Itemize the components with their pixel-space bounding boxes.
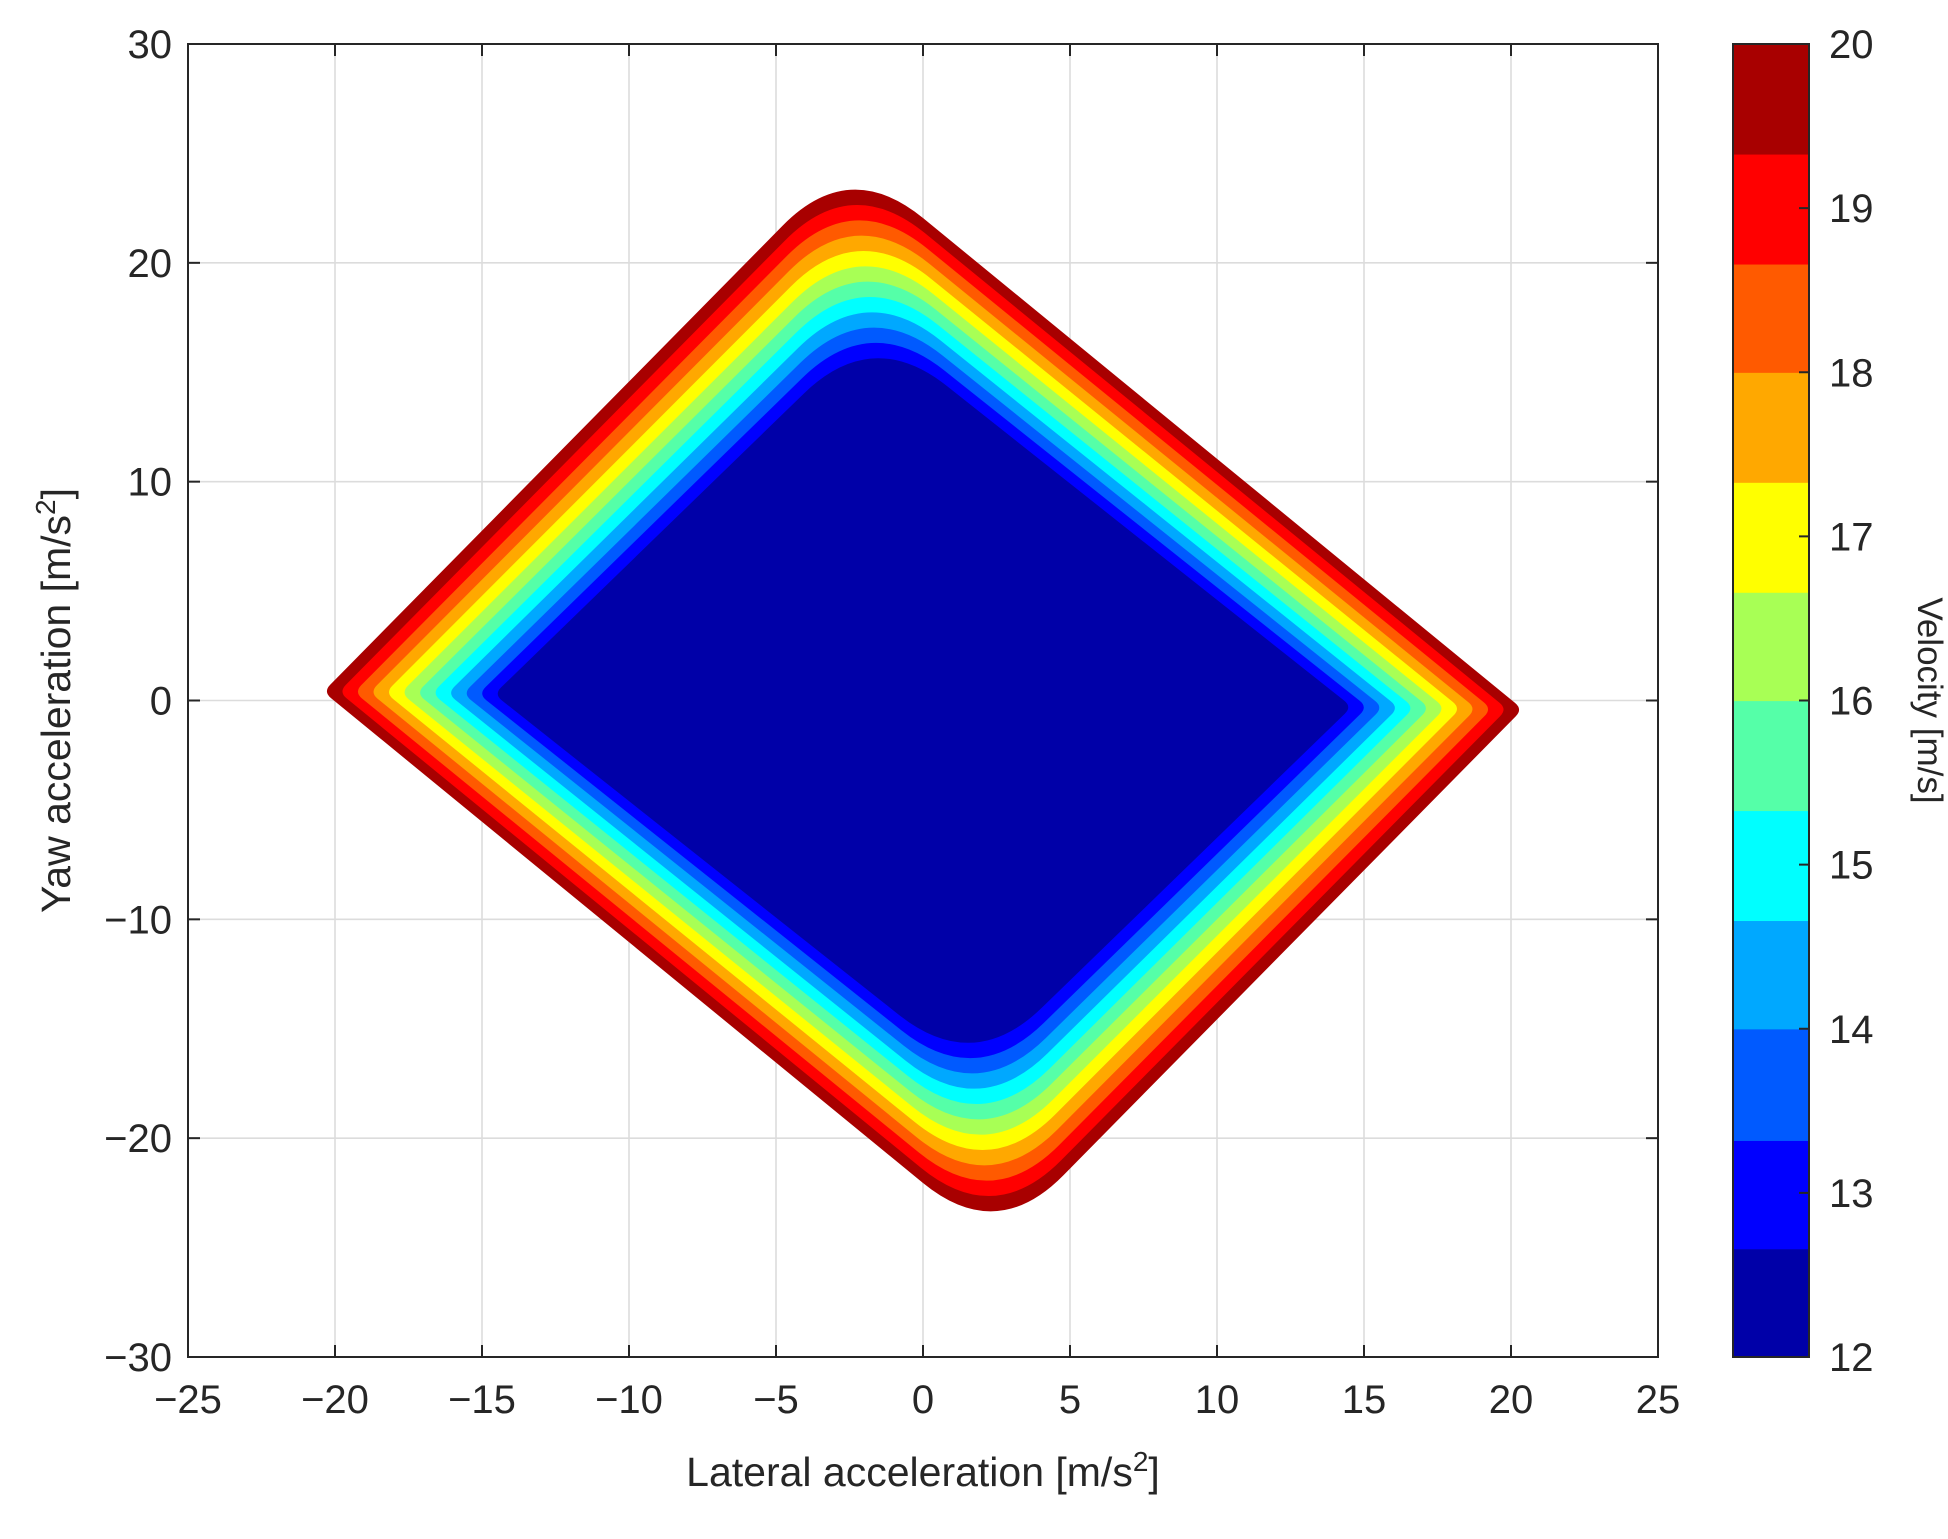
- colorbar-tick-label: 16: [1829, 680, 1874, 724]
- x-tick-label: −10: [595, 1378, 663, 1422]
- x-tick-label: 25: [1636, 1378, 1681, 1422]
- y-tick-label: −20: [104, 1117, 172, 1161]
- y-tick-label: 0: [150, 680, 172, 724]
- colorbar-tick-label: 18: [1829, 351, 1874, 395]
- x-tick-label: 10: [1195, 1378, 1240, 1422]
- x-tick-label: 20: [1489, 1378, 1534, 1422]
- colorbar-level: [1733, 372, 1809, 483]
- x-axis-ticks: −25 −20 −15 −10 −5 0 5 10 15 20 25: [154, 44, 1680, 1422]
- y-tick-label: 30: [128, 23, 173, 67]
- y-axis-label: Yaw acceleration [m/s2]: [30, 488, 80, 913]
- y-tick-label: −30: [104, 1336, 172, 1380]
- colorbar-label: Velocity [m/s]: [1910, 597, 1948, 803]
- colorbar-level: [1733, 263, 1809, 373]
- colorbar-level: [1733, 920, 1809, 1030]
- x-tick-label: 0: [912, 1378, 934, 1422]
- x-tick-label: 5: [1059, 1378, 1081, 1422]
- colorbar-level: [1733, 592, 1809, 702]
- y-axis-ticks: −30 −20 −10 0 10 20 30: [104, 23, 1658, 1380]
- x-tick-label: −20: [301, 1378, 369, 1422]
- x-tick-label: −15: [448, 1378, 516, 1422]
- colorbar-tick-label: 17: [1829, 515, 1874, 559]
- x-tick-label: −5: [753, 1378, 799, 1422]
- colorbar-level: [1733, 1028, 1809, 1141]
- colorbar-tick-label: 20: [1829, 23, 1874, 67]
- colorbar-level: [1733, 153, 1809, 265]
- colorbar-level: [1733, 1248, 1809, 1358]
- colorbar-level: [1733, 482, 1809, 593]
- x-tick-label: 15: [1342, 1378, 1387, 1422]
- y-tick-label: −10: [104, 898, 172, 942]
- colorbar-tick-label: 15: [1829, 844, 1874, 888]
- x-axis-label: Lateral acceleration [m/s2]: [686, 1446, 1160, 1496]
- colorbar-tick-label: 13: [1829, 1172, 1874, 1216]
- y-tick-label: 10: [128, 461, 173, 505]
- colorbar-tick-label: 19: [1829, 187, 1874, 231]
- colorbar-level: [1733, 1140, 1809, 1250]
- y-tick-label: 20: [128, 242, 173, 286]
- colorbar-tick-label: 14: [1829, 1008, 1874, 1052]
- velocity-band: [497, 358, 1349, 1043]
- colorbar: 12 13 14 15 16 17 18 19 20: [1732, 23, 1874, 1380]
- colorbar-level: [1733, 700, 1809, 812]
- colorbar-tick-label: 12: [1829, 1336, 1874, 1380]
- colorbar-level: [1733, 44, 1809, 155]
- velocity-region: [326, 189, 1520, 1212]
- x-tick-label: −25: [154, 1378, 222, 1422]
- colorbar-level: [1733, 810, 1809, 922]
